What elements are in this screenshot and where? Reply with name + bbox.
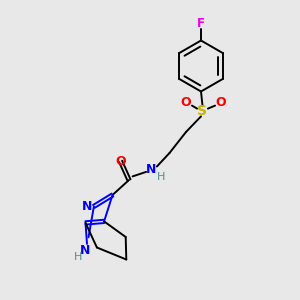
Text: H: H xyxy=(157,172,165,182)
Text: O: O xyxy=(115,155,126,168)
Text: O: O xyxy=(216,96,226,109)
Text: S: S xyxy=(197,104,208,118)
Text: N: N xyxy=(82,200,92,213)
Text: N: N xyxy=(146,163,157,176)
Text: N: N xyxy=(80,244,91,257)
Text: F: F xyxy=(197,17,205,31)
Text: H: H xyxy=(74,251,82,262)
Text: O: O xyxy=(181,96,191,109)
